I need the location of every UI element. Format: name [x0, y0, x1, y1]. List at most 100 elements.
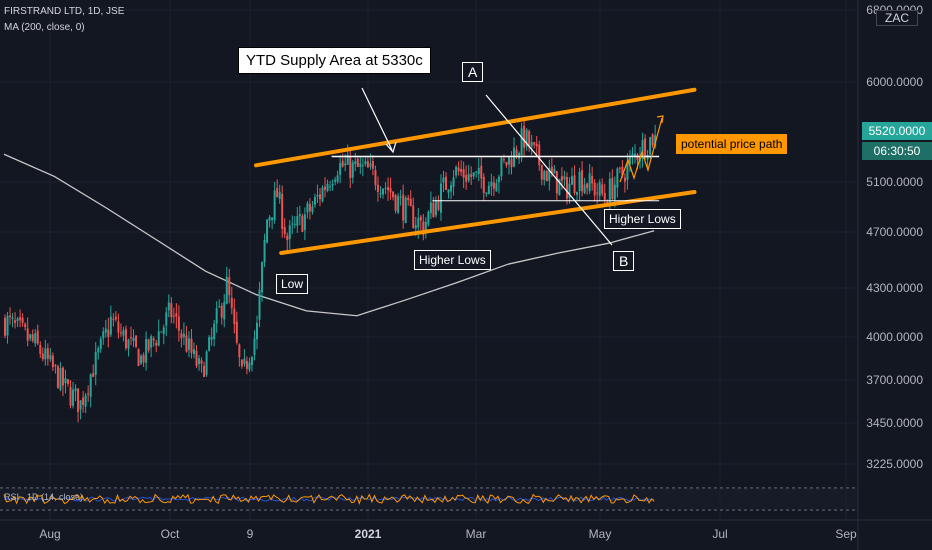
candle-body [210, 336, 213, 340]
candle-body [84, 395, 87, 407]
candle-body [41, 353, 44, 360]
candle-body [492, 182, 495, 189]
candle-body [34, 333, 37, 344]
candle-body [505, 161, 508, 166]
candle-body [200, 360, 203, 364]
candle-body [82, 397, 85, 406]
potential-path-arrowhead [656, 115, 664, 124]
label-b[interactable]: B [613, 251, 635, 271]
candle-body [369, 163, 372, 167]
arrow-supply-head [385, 141, 397, 154]
candle-body [240, 359, 243, 367]
candle-body [268, 217, 271, 221]
candle-body [77, 388, 80, 413]
candle-body [250, 356, 253, 366]
candle-body [508, 156, 510, 165]
candle-body [502, 159, 505, 161]
candle-body [92, 373, 95, 377]
candle-body [44, 348, 47, 360]
candle-body [339, 162, 342, 175]
candle-body [72, 389, 75, 406]
candle-body [137, 349, 140, 366]
candle-body [124, 328, 127, 349]
candle-body [460, 169, 463, 172]
candle-body [450, 185, 453, 192]
candle-body [326, 183, 329, 191]
candle-body [394, 195, 397, 211]
candle-body [346, 154, 349, 165]
candle-body [59, 368, 62, 390]
candle-body [470, 174, 473, 177]
candle-body [94, 351, 97, 375]
candle-body [175, 313, 178, 317]
rsi-label: RSI · 1D (14, close) [4, 492, 84, 502]
channel-upper-line [254, 87, 697, 168]
candle-body [152, 338, 155, 341]
x-tick-label: Aug [39, 527, 60, 541]
candle-body [177, 316, 180, 331]
rsi-line [3, 493, 655, 505]
candle-body [155, 342, 158, 346]
candle-body [611, 178, 614, 199]
candle-body [187, 338, 190, 350]
candle-body [19, 317, 22, 321]
candle-body [301, 215, 304, 232]
higher-lows-label-2[interactable]: Higher Lows [604, 209, 681, 229]
candle-body [74, 388, 77, 392]
candle-body [548, 168, 551, 181]
candle-body [555, 171, 558, 194]
candle-body [119, 332, 122, 334]
candle-body [457, 167, 460, 172]
potential-path-label[interactable]: potential price path [676, 134, 788, 154]
candle-body [329, 186, 332, 188]
candle-body [429, 202, 432, 214]
candle-body [167, 302, 170, 311]
x-tick-label: Sep [835, 527, 857, 541]
candle-body [565, 177, 568, 199]
candle-body [364, 161, 367, 165]
candle-body [303, 214, 306, 230]
candle-body [89, 374, 92, 397]
candle-body [243, 358, 246, 365]
higher-lows-label-1[interactable]: Higher Lows [414, 250, 491, 270]
candle-body [334, 179, 337, 182]
candle-body [634, 153, 636, 156]
candle-body [170, 303, 173, 318]
y-tick-label: 3225.0000 [866, 457, 923, 471]
low-label[interactable]: Low [276, 274, 309, 294]
candle-body [520, 128, 523, 156]
candle-body [319, 194, 321, 200]
candle-body [644, 138, 647, 158]
candle-body [596, 192, 599, 194]
candle-body [130, 337, 132, 339]
candle-body [228, 277, 231, 296]
candle-body [455, 166, 458, 176]
arrow-supply-shaft [361, 87, 393, 151]
candle-body [578, 171, 581, 192]
countdown-tag: 06:30:50 [862, 142, 932, 160]
label-a[interactable]: A [462, 62, 484, 82]
candle-body [581, 170, 584, 192]
candle-body [553, 168, 556, 174]
candle-body [150, 336, 153, 348]
candle-body [293, 223, 296, 225]
supply-area-label[interactable]: YTD Supply Area at 5330c [238, 47, 431, 74]
candle-body [573, 175, 576, 194]
candle-body [560, 176, 563, 181]
candle-body [157, 331, 160, 346]
candle-body [641, 139, 644, 159]
candle-body [213, 323, 216, 340]
candle-body [11, 317, 14, 319]
candle-body [530, 142, 533, 147]
candle-body [437, 200, 440, 210]
candle-body [132, 337, 135, 342]
candle-body [439, 183, 442, 213]
currency-badge[interactable]: ZAC [876, 10, 918, 26]
candle-body [218, 306, 221, 308]
candle-body [215, 308, 218, 324]
x-tick-label: May [589, 527, 612, 541]
candle-body [490, 181, 493, 187]
x-tick-label: Oct [161, 527, 180, 541]
candle-body [631, 153, 634, 158]
